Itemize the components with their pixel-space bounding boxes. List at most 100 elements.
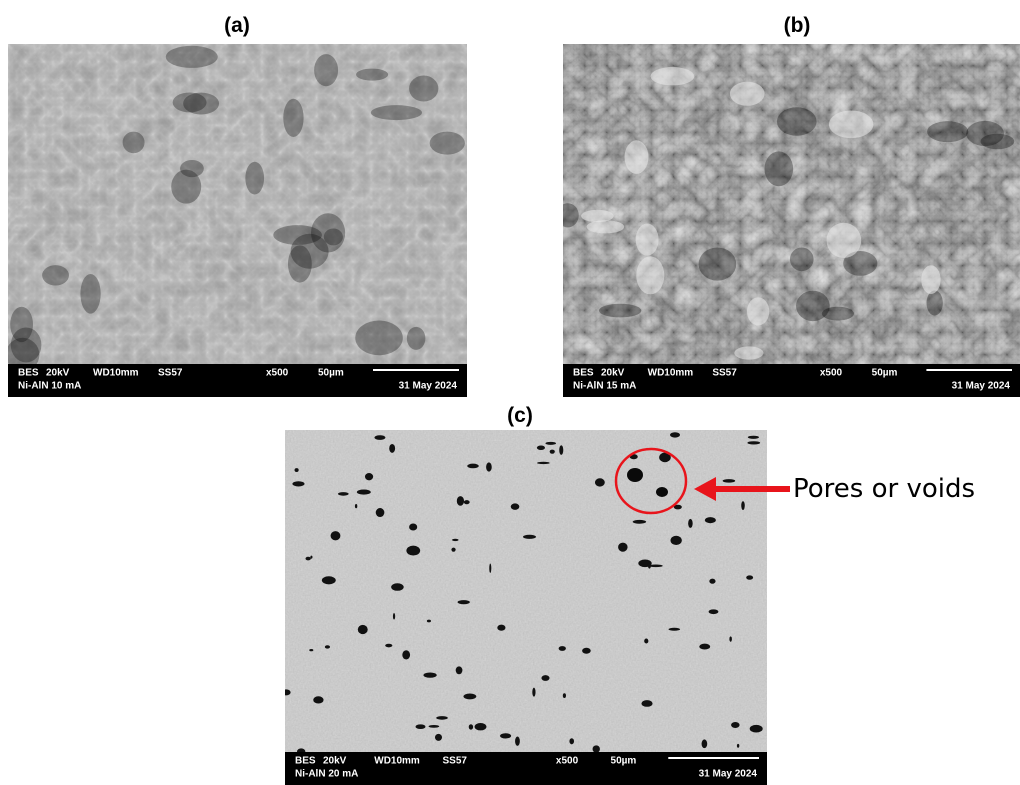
pore	[467, 464, 479, 469]
surface-patch	[291, 234, 329, 269]
annotation: Pores or voids	[793, 474, 975, 504]
pore	[458, 600, 470, 604]
pore	[406, 546, 420, 556]
pore	[355, 504, 357, 508]
pore	[358, 625, 368, 634]
spot-size: SS57	[712, 368, 737, 379]
pore	[409, 524, 417, 531]
magnification: x500	[266, 368, 289, 379]
pore	[331, 531, 341, 540]
pore	[541, 675, 549, 681]
surface-patch	[355, 321, 403, 356]
working-distance: WD10mm	[648, 368, 694, 379]
pore	[515, 736, 520, 745]
date: 31 May 2024	[699, 769, 758, 780]
date: 31 May 2024	[399, 381, 458, 392]
pore	[452, 539, 459, 541]
pore	[309, 649, 313, 651]
surface-patch	[921, 265, 940, 294]
detector: BES	[573, 368, 594, 379]
pore	[338, 492, 349, 496]
panel-label: (b)	[784, 14, 811, 38]
surface-patch	[581, 210, 614, 222]
pore	[747, 441, 760, 444]
pore	[389, 444, 395, 453]
pore	[429, 725, 440, 728]
surface-patch	[790, 248, 814, 272]
info-bar: BES20kVWD10mmSS57x50050µmNi-AlN 10 mA31 …	[8, 364, 467, 397]
surface-patch	[764, 151, 793, 186]
surface-patch	[245, 162, 264, 195]
pore	[306, 557, 311, 561]
surface-patch	[927, 121, 968, 142]
voltage: 20kV	[323, 756, 347, 767]
pore	[475, 723, 487, 730]
micrograph	[285, 430, 767, 752]
pore	[702, 739, 708, 748]
detector: BES	[295, 756, 316, 767]
pore	[641, 700, 652, 707]
pore	[729, 636, 732, 641]
pore	[618, 543, 627, 552]
surface-patch	[636, 223, 659, 255]
spot-size: SS57	[443, 756, 468, 767]
pore	[456, 666, 463, 674]
pore	[310, 556, 312, 559]
pore	[706, 486, 713, 492]
pore	[545, 442, 556, 445]
pore	[750, 725, 763, 733]
pore	[569, 738, 574, 744]
pore	[469, 724, 473, 729]
sample: Ni-AlN 15 mA	[573, 381, 636, 392]
pore	[670, 432, 680, 437]
surface-patch	[927, 290, 943, 315]
pore	[357, 490, 371, 495]
magnification: x500	[820, 368, 843, 379]
scale-label: 50µm	[318, 368, 344, 379]
surface-patch	[371, 105, 422, 120]
surface-patch	[283, 99, 303, 137]
pore	[731, 722, 740, 728]
pore	[374, 435, 385, 440]
pore	[644, 638, 648, 643]
pore	[668, 628, 680, 631]
pore	[746, 575, 753, 579]
pore	[292, 481, 304, 486]
surface-patch	[42, 265, 69, 285]
pore	[593, 745, 600, 752]
pore	[559, 445, 563, 455]
pore	[365, 473, 373, 480]
pore	[402, 650, 410, 659]
pore	[705, 517, 716, 523]
pore	[537, 445, 545, 449]
pore	[699, 644, 710, 650]
detector: BES	[18, 368, 39, 379]
info-bar: BES20kVWD10mmSS57x50050µmNi-AlN 20 mA31 …	[285, 752, 767, 785]
pore	[656, 487, 668, 497]
sample: Ni-AlN 20 mA	[295, 769, 358, 780]
pore	[451, 548, 455, 552]
pore	[537, 462, 550, 464]
pore	[709, 579, 715, 584]
pore	[670, 536, 681, 545]
pore	[550, 450, 555, 454]
sample: Ni-AlN 10 mA	[18, 381, 81, 392]
voltage: 20kV	[601, 368, 625, 379]
pore	[393, 613, 395, 620]
pore	[563, 693, 566, 698]
pore	[633, 520, 647, 524]
pore	[748, 436, 759, 439]
pore	[674, 505, 682, 510]
pore	[325, 645, 330, 648]
surface-patch	[730, 82, 765, 106]
pore	[559, 646, 566, 651]
scale-label: 50µm	[611, 756, 637, 767]
pore	[595, 478, 605, 486]
surface-patch	[625, 140, 649, 174]
pore	[313, 696, 323, 703]
surface-patch	[314, 54, 338, 86]
surface-patch	[599, 304, 641, 318]
